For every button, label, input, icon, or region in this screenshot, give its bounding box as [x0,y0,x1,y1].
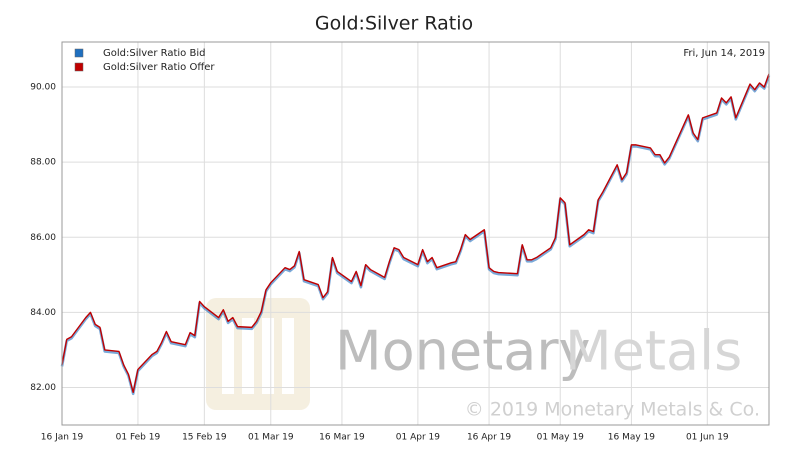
series-line [61,73,770,394]
x-tick-label: 16 Apr 19 [467,433,511,443]
legend-swatch [74,48,84,58]
y-tick-label: 90.00 [30,83,56,93]
y-tick-label: 84.00 [30,308,56,318]
legend-label: Gold:Silver Ratio Bid [103,48,205,59]
legend-swatch [74,62,84,72]
x-tick-label: 16 May 19 [608,433,656,443]
watermark-copyright: © 2019 Monetary Metals & Co. [465,399,760,421]
x-tick-label: 16 Jan 19 [41,433,84,443]
series-line [60,74,771,396]
x-tick-label: 15 Feb 19 [182,433,227,443]
watermark-text: Monetary [335,320,591,383]
x-tick-label: 01 Apr 19 [396,433,440,443]
grid [61,42,769,425]
y-tick-label: 86.00 [30,233,56,243]
y-tick-label: 88.00 [30,158,56,168]
legend-label: Gold:Silver Ratio Offer [103,62,215,73]
plot-frame [61,41,770,426]
x-tick-label: 16 Mar 19 [319,433,365,443]
legend: Gold:Silver Ratio Bid Gold:Silver Ratio O… [74,48,215,73]
chart-title: Gold:Silver Ratio [315,13,473,35]
watermark-logo [206,298,310,410]
watermark-text: Metals [565,320,742,383]
y-tick-label: 82.00 [30,383,56,393]
date-label: Fri, Jun 14, 2019 [683,48,765,59]
x-tick-label: 01 Jun 19 [686,433,729,443]
lines [60,73,771,396]
x-tick-label: 01 Feb 19 [116,433,161,443]
x-tick-label: 01 Mar 19 [248,433,294,443]
x-tick-label: 01 May 19 [537,433,585,443]
